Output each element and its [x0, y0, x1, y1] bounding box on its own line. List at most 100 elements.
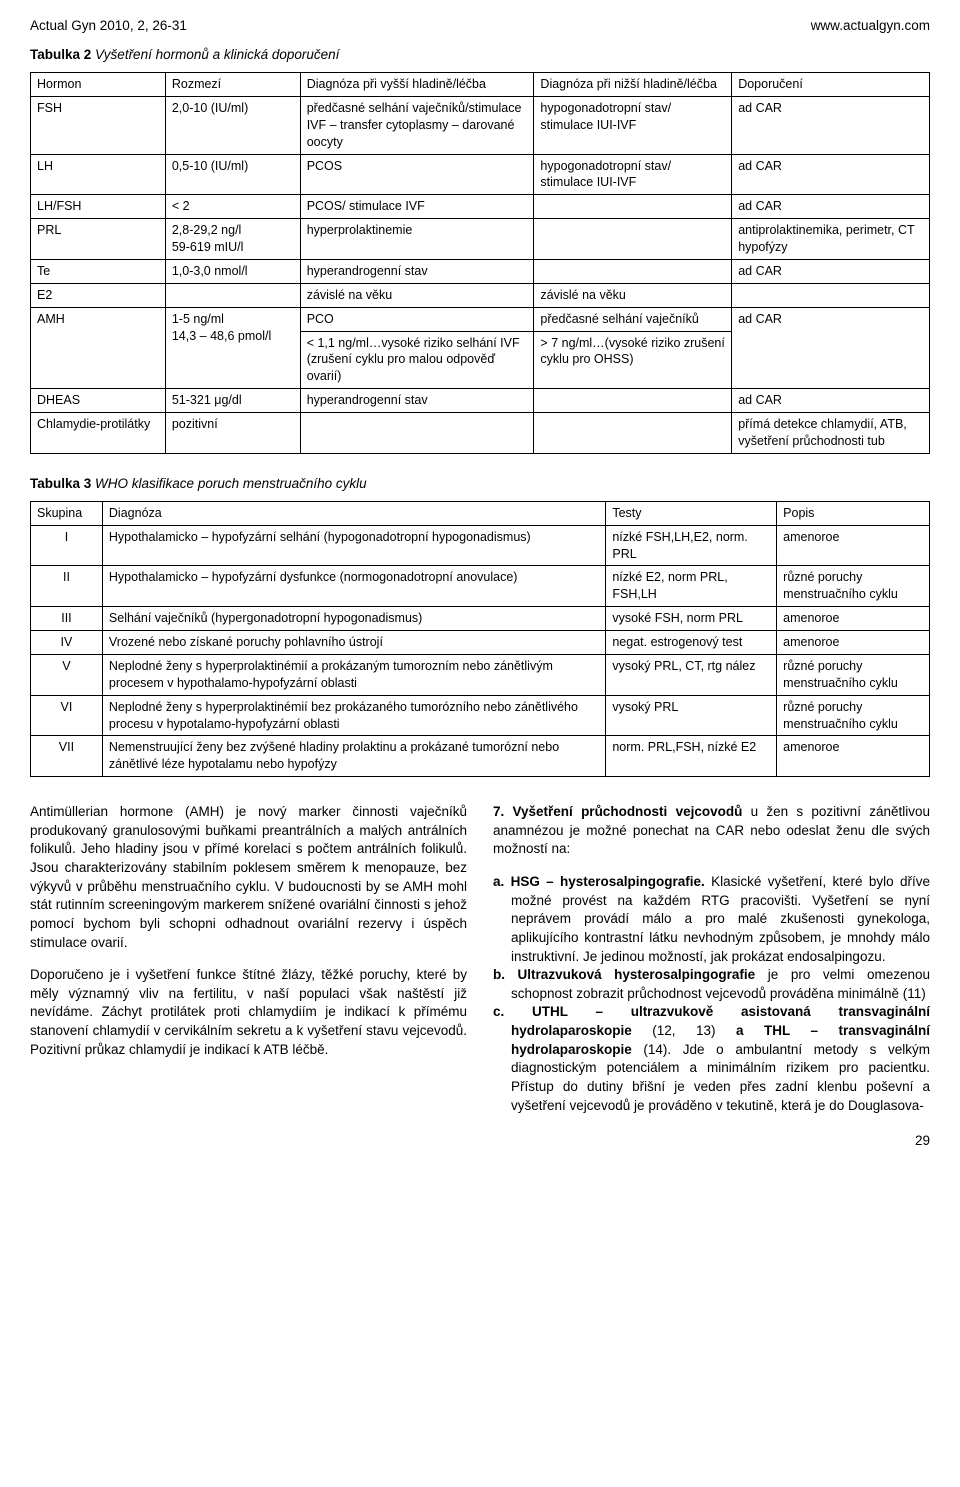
cell: PCO	[300, 307, 534, 331]
cell: přímá detekce chlamydií, ATB, vyšetření …	[732, 413, 930, 454]
cell: II	[31, 566, 103, 607]
cell: 2,8-29,2 ng/l 59-619 mIU/l	[165, 219, 300, 260]
table-row: Chlamydie-protilátky pozitivní přímá det…	[31, 413, 930, 454]
cell	[534, 413, 732, 454]
table2-col-1: Rozmezí	[165, 73, 300, 97]
cell: amenoroe	[777, 525, 930, 566]
table-row: VII Nemenstruující ženy bez zvýšené hlad…	[31, 736, 930, 777]
body-left-p1: Antimüllerian hormone (AMH) je nový mark…	[30, 803, 467, 952]
table-row: LH 0,5-10 (IU/ml) PCOS hypogonadotropní …	[31, 154, 930, 195]
cell: vysoké FSH, norm PRL	[606, 607, 777, 631]
cell: V	[31, 654, 103, 695]
cell: různé poruchy menstruačního cyklu	[777, 654, 930, 695]
table3: Skupina Diagnóza Testy Popis I Hypothala…	[30, 501, 930, 777]
table2-col-3: Diagnóza při nižší hladině/léčba	[534, 73, 732, 97]
cell: PRL	[31, 219, 166, 260]
cell	[165, 283, 300, 307]
cell: PCOS/ stimulace IVF	[300, 195, 534, 219]
table-row: Te 1,0-3,0 nmol/l hyperandrogenní stav a…	[31, 259, 930, 283]
header-right: www.actualgyn.com	[811, 18, 930, 33]
table3-col-2: Testy	[606, 501, 777, 525]
table2-caption-italic: Vyšetření hormonů a klinická doporučení	[95, 47, 339, 62]
table-row: PRL 2,8-29,2 ng/l 59-619 mIU/l hyperprol…	[31, 219, 930, 260]
item-b-bold: b. Ultrazvuková hysterosalpingografie	[493, 967, 755, 982]
cell	[534, 259, 732, 283]
cell: ad CAR	[732, 307, 930, 389]
table-row: AMH 1-5 ng/ml 14,3 – 48,6 pmol/l PCO pře…	[31, 307, 930, 331]
table2-col-0: Hormon	[31, 73, 166, 97]
table3-header-row: Skupina Diagnóza Testy Popis	[31, 501, 930, 525]
cell: antiprolaktinemika, perimetr, CT hypofýz…	[732, 219, 930, 260]
cell: LH/FSH	[31, 195, 166, 219]
cell: vysoký PRL, CT, rtg nález	[606, 654, 777, 695]
cell: vysoký PRL	[606, 695, 777, 736]
cell: I	[31, 525, 103, 566]
table3-caption-bold: Tabulka 3	[30, 476, 91, 491]
cell: III	[31, 607, 103, 631]
cell: hyperprolaktinemie	[300, 219, 534, 260]
table-row: I Hypothalamicko – hypofyzární selhání (…	[31, 525, 930, 566]
table-row: E2 závislé na věku závislé na věku	[31, 283, 930, 307]
item-c-mid: (12, 13)	[632, 1023, 736, 1038]
cell: nízké E2, norm PRL, FSH,LH	[606, 566, 777, 607]
body-columns: Antimüllerian hormone (AMH) je nový mark…	[30, 803, 930, 1115]
header-left: Actual Gyn 2010, 2, 26-31	[30, 18, 187, 33]
cell: Selhání vaječníků (hypergonadotropní hyp…	[102, 607, 605, 631]
cell: různé poruchy menstruačního cyklu	[777, 695, 930, 736]
cell: ad CAR	[732, 154, 930, 195]
cell: DHEAS	[31, 389, 166, 413]
table2-caption: Tabulka 2 Vyšetření hormonů a klinická d…	[30, 47, 930, 62]
body-right-lead-bold: 7. Vyšetření průchodnosti vejcovodů	[493, 804, 742, 819]
table-row: DHEAS 51-321 μg/dl hyperandrogenní stav …	[31, 389, 930, 413]
cell: hyperandrogenní stav	[300, 389, 534, 413]
body-col-right: 7. Vyšetření průchodnosti vejcovodů u že…	[493, 803, 930, 1115]
table2: Hormon Rozmezí Diagnóza při vyšší hladin…	[30, 72, 930, 454]
table3-caption-italic: WHO klasifikace poruch menstruačního cyk…	[95, 476, 367, 491]
table2-header-row: Hormon Rozmezí Diagnóza při vyšší hladin…	[31, 73, 930, 97]
cell: AMH	[31, 307, 166, 389]
cell: Vrozené nebo získané poruchy pohlavního …	[102, 631, 605, 655]
cell	[534, 389, 732, 413]
cell: pozitivní	[165, 413, 300, 454]
cell: Neplodné ženy s hyperprolaktinémií bez p…	[102, 695, 605, 736]
cell: ad CAR	[732, 195, 930, 219]
cell: 1-5 ng/ml 14,3 – 48,6 pmol/l	[165, 307, 300, 389]
body-right-list: a. HSG – hysterosalpingografie. Klasické…	[493, 873, 930, 1115]
page: Actual Gyn 2010, 2, 26-31 www.actualgyn.…	[0, 0, 960, 1178]
body-col-left: Antimüllerian hormone (AMH) je nový mark…	[30, 803, 467, 1115]
cell: < 1,1 ng/ml…vysoké riziko selhání IVF (z…	[300, 331, 534, 389]
cell: Neplodné ženy s hyperprolaktinémií a pro…	[102, 654, 605, 695]
cell	[534, 219, 732, 260]
table3-col-0: Skupina	[31, 501, 103, 525]
table3-caption: Tabulka 3 WHO klasifikace poruch menstru…	[30, 476, 930, 491]
cell: ad CAR	[732, 389, 930, 413]
cell: Te	[31, 259, 166, 283]
table2-col-2: Diagnóza při vyšší hladině/léčba	[300, 73, 534, 97]
cell	[300, 413, 534, 454]
cell: amenoroe	[777, 607, 930, 631]
cell: amenoroe	[777, 736, 930, 777]
cell: nízké FSH,LH,E2, norm. PRL	[606, 525, 777, 566]
cell: Nemenstruující ženy bez zvýšené hladiny …	[102, 736, 605, 777]
cell: E2	[31, 283, 166, 307]
cell: Hypothalamicko – hypofyzární dysfunkce (…	[102, 566, 605, 607]
cell: Hypothalamicko – hypofyzární selhání (hy…	[102, 525, 605, 566]
cell: různé poruchy menstruačního cyklu	[777, 566, 930, 607]
cell: LH	[31, 154, 166, 195]
cell: PCOS	[300, 154, 534, 195]
body-left-p2: Doporučeno je i vyšetření funkce štítné …	[30, 966, 467, 1059]
table2-caption-bold: Tabulka 2	[30, 47, 91, 62]
cell: 51-321 μg/dl	[165, 389, 300, 413]
table-row: FSH 2,0-10 (IU/ml) předčasné selhání vaj…	[31, 96, 930, 154]
item-a-bold: a. HSG – hysterosalpingografie.	[493, 874, 705, 889]
cell: 2,0-10 (IU/ml)	[165, 96, 300, 154]
cell: negat. estrogenový test	[606, 631, 777, 655]
table2-col-4: Doporučení	[732, 73, 930, 97]
cell: hypogonadotropní stav/ stimulace IUI-IVF	[534, 96, 732, 154]
table-row: V Neplodné ženy s hyperprolaktinémií a p…	[31, 654, 930, 695]
cell: hypogonadotropní stav/ stimulace IUI-IVF	[534, 154, 732, 195]
cell: IV	[31, 631, 103, 655]
cell: hyperandrogenní stav	[300, 259, 534, 283]
list-item-a: a. HSG – hysterosalpingografie. Klasické…	[493, 873, 930, 966]
cell: 0,5-10 (IU/ml)	[165, 154, 300, 195]
